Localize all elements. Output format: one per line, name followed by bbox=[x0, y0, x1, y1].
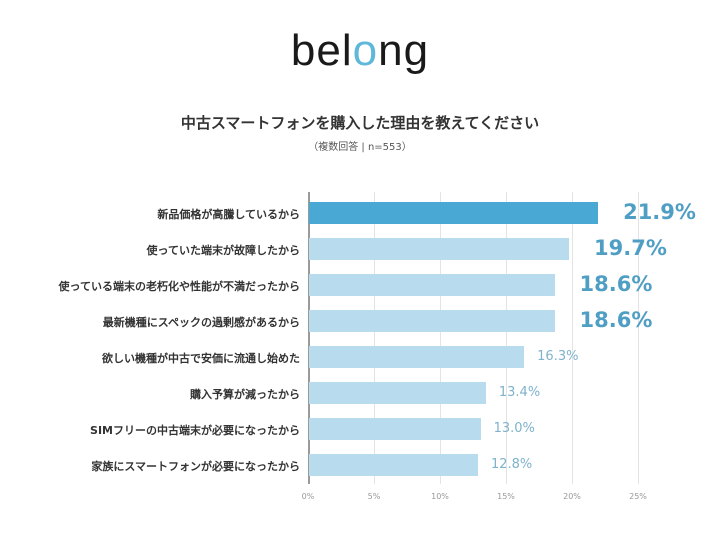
gridline bbox=[374, 192, 375, 484]
bar bbox=[309, 454, 478, 476]
category-label: SIMフリーの中古端末が必要になったから bbox=[90, 424, 300, 437]
x-tick-label: 15% bbox=[497, 492, 515, 501]
logo-accent: o bbox=[352, 26, 379, 75]
x-tick-label: 0% bbox=[301, 492, 315, 501]
category-label: 新品価格が高騰しているから bbox=[157, 208, 300, 221]
logo-suffix: ng bbox=[378, 26, 430, 75]
bar bbox=[309, 238, 570, 260]
gridline bbox=[572, 192, 573, 484]
logo-prefix: bel bbox=[290, 26, 353, 75]
value-label: 19.7% bbox=[594, 236, 667, 260]
value-label: 13.0% bbox=[493, 421, 535, 436]
gridline bbox=[638, 192, 639, 484]
chart-title: 中古スマートフォンを購入した理由を教えてください bbox=[180, 114, 540, 132]
category-label: 使っている端末の老朽化や性能が不満だったから bbox=[58, 280, 300, 293]
x-tick-label: 25% bbox=[629, 492, 647, 501]
category-label: 欲しい機種が中古で安価に流通し始めた bbox=[102, 352, 300, 365]
category-label: 最新機種にスペックの過剰感があるから bbox=[102, 316, 300, 329]
category-label: 購入予算が減ったから bbox=[190, 388, 300, 401]
value-label: 12.8% bbox=[490, 457, 533, 472]
value-label: 21.9% bbox=[623, 200, 696, 224]
category-label: 使っていた端末が故障したから bbox=[146, 244, 300, 257]
value-label: 18.6% bbox=[579, 308, 653, 332]
x-tick-label: 5% bbox=[367, 492, 381, 501]
brand-logo: belong bbox=[0, 26, 720, 76]
bar bbox=[309, 382, 486, 404]
bar bbox=[309, 274, 555, 296]
bar bbox=[309, 418, 481, 440]
x-tick-label: 10% bbox=[431, 492, 449, 501]
bar bbox=[309, 202, 599, 224]
category-label: 家族にスマートフォンが必要になったから bbox=[91, 460, 300, 473]
value-label: 18.6% bbox=[579, 272, 653, 296]
value-label: 13.4% bbox=[498, 385, 541, 400]
x-tick-label: 20% bbox=[563, 492, 581, 501]
gridline bbox=[506, 192, 507, 484]
value-label: 16.3% bbox=[537, 349, 579, 364]
x-axis-line bbox=[308, 192, 310, 484]
bar bbox=[309, 346, 525, 368]
gridline bbox=[440, 192, 441, 484]
chart-subtitle: （複数回答 | n=553） bbox=[308, 142, 412, 153]
bar bbox=[309, 310, 555, 332]
